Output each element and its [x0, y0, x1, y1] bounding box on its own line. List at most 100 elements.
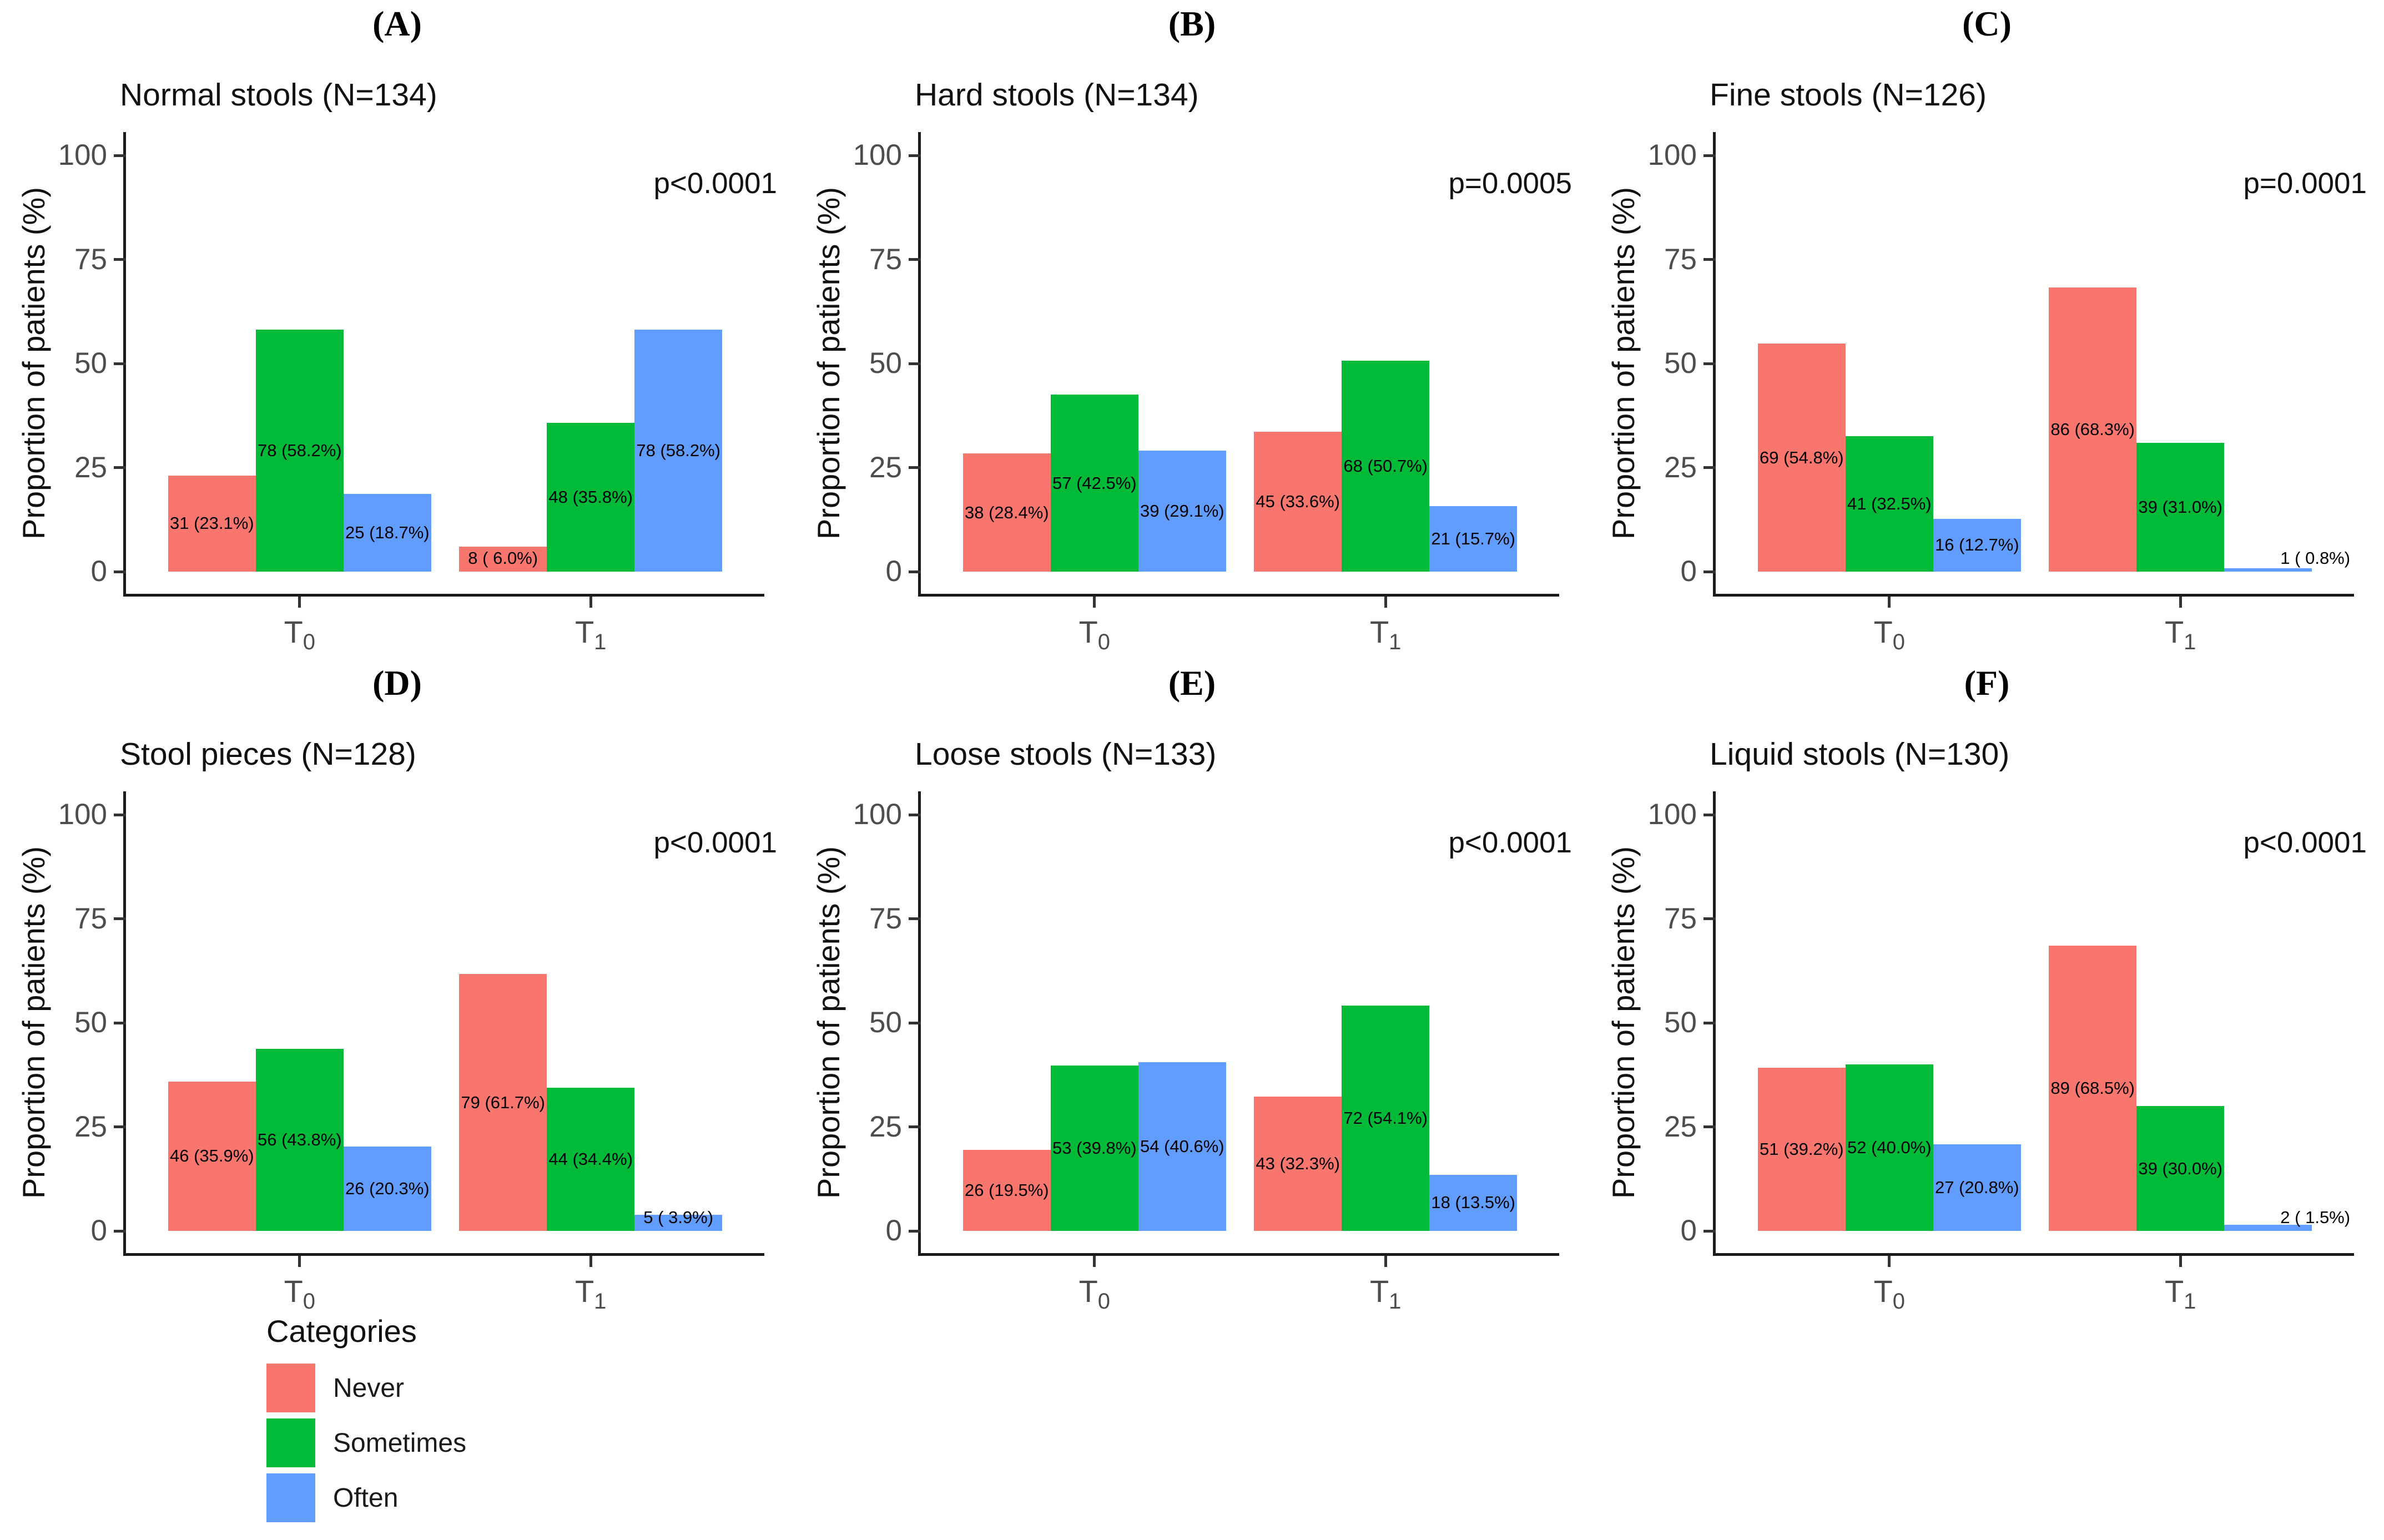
bar-often — [2224, 1224, 2312, 1231]
bar-often — [1429, 1174, 1518, 1231]
panel-letter: (B) — [1168, 4, 1216, 43]
y-tick-label: 100 — [853, 139, 902, 171]
y-tick-mark — [114, 362, 126, 365]
y-tick-label: 75 — [74, 902, 107, 935]
bar-label: 56 (43.8%) — [257, 1129, 342, 1149]
plot-area: 0 25 50 75 100 T0 T1 31 (23.1%) 8 ( 6.0%) 78 (58.… — [58, 132, 764, 654]
legend-label: Never — [333, 1373, 405, 1403]
y-tick-label: 25 — [869, 1110, 902, 1143]
bar-often — [1138, 450, 1226, 572]
y-tick-label: 100 — [1647, 798, 1697, 831]
bar-never — [1757, 1068, 1846, 1231]
y-tick-mark — [1703, 1125, 1716, 1128]
x-tick-label: T0 — [1873, 1274, 1906, 1314]
bar-sometimes — [547, 1088, 635, 1231]
bar-sometimes — [2136, 442, 2225, 572]
y-tick-label: 75 — [869, 902, 902, 935]
legend: Categories Never Sometimes Often — [266, 1313, 466, 1528]
bar-label: 8 ( 6.0%) — [468, 548, 538, 568]
y-tick-label: 0 — [885, 555, 902, 588]
legend-item-often: Often — [266, 1473, 466, 1522]
plot-area: 0 25 50 75 100 T0 T1 26 (19.5%) 43 (32.3%) 53 (39… — [853, 791, 1559, 1314]
bar-never — [459, 974, 547, 1231]
bar-label: 39 (30.0%) — [2138, 1158, 2223, 1178]
bar-label: 43 (32.3%) — [1256, 1153, 1340, 1173]
y-tick-mark — [909, 154, 921, 157]
x-tick-mark — [1888, 597, 1891, 608]
y-tick-label: 50 — [74, 347, 107, 380]
bar-label: 78 (58.2%) — [257, 440, 342, 460]
x-tick-label: T0 — [1078, 614, 1111, 655]
panel-a: (A) Normal stools (N=134) p<0.0001 Propo… — [0, 0, 794, 659]
x-tick-mark — [298, 597, 301, 608]
panel-e: (E) Loose stools (N=133) p<0.0001 Propor… — [795, 659, 1589, 1319]
panel-letter: (A) — [372, 4, 422, 43]
p-value: p<0.0001 — [1448, 826, 1572, 859]
bar-sometimes — [547, 422, 635, 572]
y-tick-mark — [1703, 258, 1716, 261]
y-tick-mark — [1703, 917, 1716, 920]
bar-never — [168, 1081, 256, 1231]
bar-label: 2 ( 1.5%) — [2280, 1208, 2351, 1227]
y-tick-mark — [909, 1229, 921, 1233]
y-tick-mark — [909, 1021, 921, 1024]
y-tick-mark — [114, 466, 126, 469]
bar-often — [1933, 1144, 2021, 1231]
y-tick-mark — [1703, 1229, 1716, 1233]
bar-sometimes — [255, 1048, 344, 1231]
bar-label: 5 ( 3.9%) — [643, 1208, 714, 1227]
bar-label: 39 (29.1%) — [1140, 501, 1224, 521]
x-tick-mark — [1093, 1256, 1096, 1267]
panel-title: Hard stools (N=134) — [915, 77, 1199, 113]
panel-d: (D) Stool pieces (N=128) p<0.0001 Propor… — [0, 659, 794, 1319]
y-tick-mark — [114, 154, 126, 157]
p-value: p<0.0001 — [2243, 826, 2367, 859]
y-tick-mark — [1703, 154, 1716, 157]
y-tick-label: 50 — [869, 347, 902, 380]
bar-label: 52 (40.0%) — [1847, 1138, 1932, 1157]
bar-label: 78 (58.2%) — [636, 440, 721, 460]
y-tick-mark — [909, 917, 921, 920]
panel-letter: (D) — [372, 663, 422, 703]
bar-never — [1757, 344, 1846, 572]
p-value: p<0.0001 — [653, 826, 777, 859]
bar-never — [168, 475, 256, 572]
bar-label: 21 (15.7%) — [1431, 529, 1516, 549]
y-tick-mark — [1703, 362, 1716, 365]
bar-sometimes — [1845, 1064, 1933, 1231]
x-tick-label: T0 — [284, 1274, 316, 1314]
y-tick-label: 75 — [1664, 902, 1697, 935]
bar-label: 54 (40.6%) — [1140, 1136, 1224, 1156]
legend-title: Categories — [266, 1314, 417, 1349]
y-tick-label: 25 — [74, 1110, 107, 1143]
plot-area: 0 25 50 75 100 T0 T1 69 (54.8%) 86 (68.3%) 41 (32… — [1648, 132, 2354, 654]
panel-f: (F) Liquid stools (N=130) p<0.0001 Propo… — [1590, 659, 2384, 1319]
y-tick-label: 25 — [1664, 451, 1697, 484]
bar-often — [343, 1146, 431, 1231]
bar-often — [634, 1214, 723, 1231]
y-tick-mark — [114, 1021, 126, 1024]
bar-label: 1 ( 0.8%) — [2280, 548, 2351, 568]
y-tick-label: 25 — [74, 451, 107, 484]
bar-often — [1429, 506, 1518, 572]
x-tick-mark — [589, 597, 592, 608]
bar-often — [2224, 568, 2312, 572]
y-tick-label: 50 — [869, 1006, 902, 1039]
legend-swatch-often — [266, 1473, 315, 1522]
y-tick-label: 100 — [1647, 139, 1697, 171]
legend-swatch-never — [266, 1364, 315, 1412]
y-tick-label: 0 — [1680, 555, 1697, 588]
x-tick-label: T0 — [1078, 1274, 1111, 1314]
bar-label: 26 (20.3%) — [345, 1178, 430, 1198]
bar-never — [1254, 1096, 1342, 1231]
bar-label: 68 (50.7%) — [1343, 456, 1428, 476]
y-tick-label: 100 — [853, 798, 902, 831]
bar-label: 57 (42.5%) — [1052, 473, 1137, 493]
bar-label: 72 (54.1%) — [1343, 1108, 1428, 1128]
bar-often — [1138, 1062, 1226, 1231]
bar-sometimes — [255, 329, 344, 572]
y-tick-label: 100 — [58, 139, 107, 171]
bar-often — [1933, 518, 2021, 572]
y-tick-label: 25 — [1664, 1110, 1697, 1143]
bar-label: 45 (33.6%) — [1256, 492, 1340, 511]
